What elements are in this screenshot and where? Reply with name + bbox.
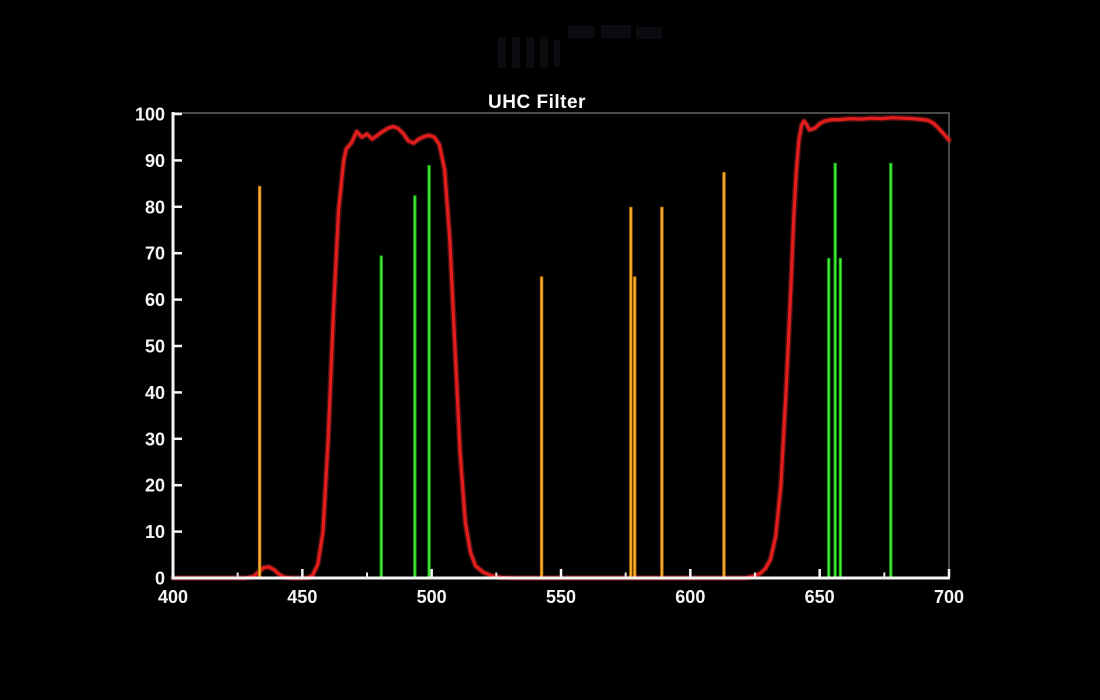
x-tick-label: 700 bbox=[934, 587, 964, 607]
x-tick-label: 600 bbox=[675, 587, 705, 607]
y-tick-label: 0 bbox=[155, 569, 165, 589]
transmission-curve bbox=[171, 116, 951, 580]
x-tick-label: 650 bbox=[805, 587, 835, 607]
watermark-mark bbox=[554, 40, 560, 67]
watermark-mark bbox=[498, 37, 506, 68]
y-tick-label: 10 bbox=[145, 522, 165, 542]
y-tick-label: 80 bbox=[145, 197, 165, 217]
y-tick-label: 40 bbox=[145, 383, 165, 403]
x-tick-label: 500 bbox=[417, 587, 447, 607]
watermark-mark bbox=[568, 26, 595, 38]
y-tick-label: 30 bbox=[145, 429, 165, 449]
y-tick-label: 70 bbox=[145, 244, 165, 264]
y-tick-label: 50 bbox=[145, 337, 165, 357]
watermark-mark bbox=[636, 27, 662, 39]
watermark-mark bbox=[540, 37, 548, 68]
x-tick-label: 400 bbox=[158, 587, 188, 607]
watermark-mark bbox=[512, 37, 520, 68]
watermark-mark bbox=[526, 37, 534, 68]
y-tick-label: 60 bbox=[145, 290, 165, 310]
x-tick-label: 450 bbox=[287, 587, 317, 607]
y-tick-label: 100 bbox=[135, 105, 165, 125]
y-tick-label: 20 bbox=[145, 476, 165, 496]
chart-title: UHC Filter bbox=[488, 92, 586, 113]
transmission-curve-glow bbox=[170, 114, 952, 581]
watermark-mark bbox=[601, 25, 631, 38]
y-tick-label: 90 bbox=[145, 151, 165, 171]
x-tick-label: 550 bbox=[546, 587, 576, 607]
